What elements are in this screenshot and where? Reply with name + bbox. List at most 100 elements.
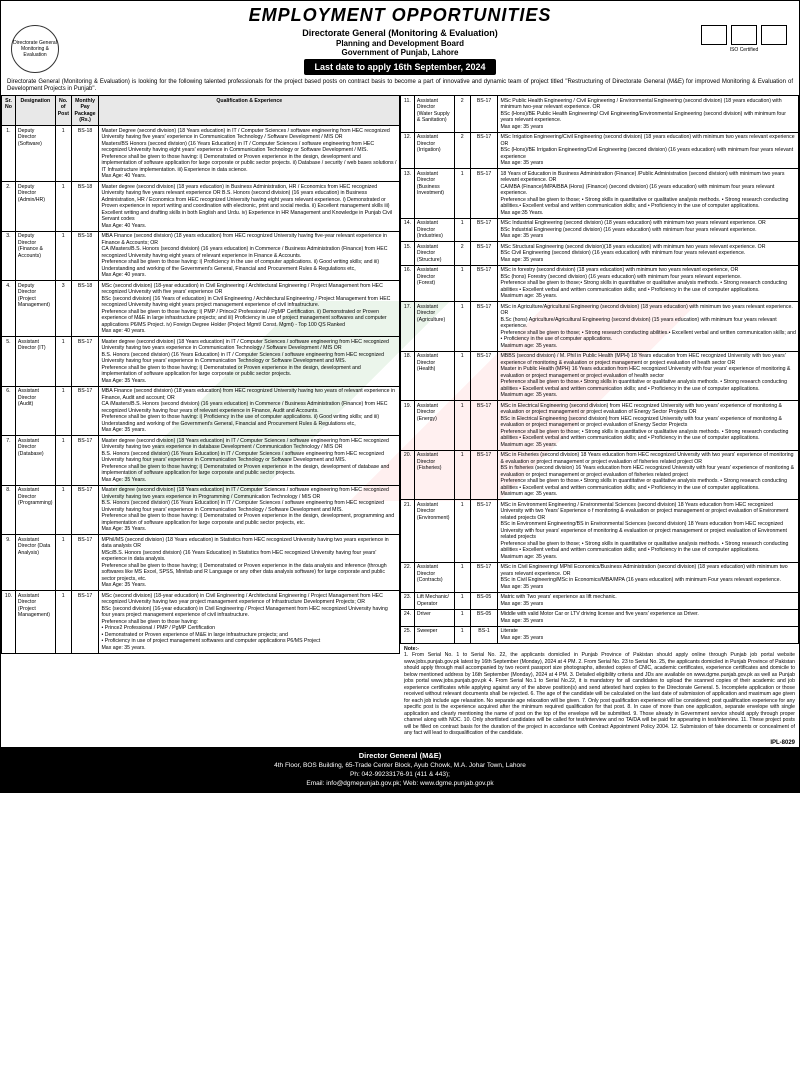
cell-pay: BS-17 bbox=[470, 96, 498, 133]
org-logo: Directorate General Monitoring & Evaluat… bbox=[11, 25, 59, 73]
cell-posts: 3 bbox=[55, 281, 71, 337]
cell-posts: 1 bbox=[454, 500, 470, 563]
cell-qual: MPhil/MS (second division) (18 Years edu… bbox=[99, 535, 400, 591]
table-row: 10.Assistant Director (Project Managemen… bbox=[2, 591, 400, 654]
cell-qual: MBA Finance (second division) (18 years … bbox=[99, 231, 400, 281]
cell-sr: 7. bbox=[2, 436, 16, 486]
cell-posts: 1 bbox=[454, 302, 470, 352]
cell-sr: 3. bbox=[2, 231, 16, 281]
cell-desig: Assistant Director (Forest) bbox=[414, 265, 454, 302]
table-row: 9.Assistant Director (Data Analysis)1BS-… bbox=[2, 535, 400, 591]
cell-pay: BS-17 bbox=[71, 535, 99, 591]
footer-block: Director General (M&E) 4th Floor, BOS Bu… bbox=[1, 747, 799, 793]
cell-posts: 1 bbox=[454, 401, 470, 451]
cell-qual: MSc in Fisheries (second division) 18 Ye… bbox=[498, 450, 799, 500]
cell-pay: BS-17 bbox=[470, 401, 498, 451]
table-row: 15.Assistant Director (Structure)2BS-17M… bbox=[401, 242, 799, 266]
th-pay: Monthly Pay Package (Rs.) bbox=[71, 96, 99, 126]
cell-sr: 5. bbox=[2, 337, 16, 387]
table-row: 24.Driver1BS-05Middle with valid Motor C… bbox=[401, 609, 799, 626]
cell-posts: 2 bbox=[454, 242, 470, 266]
cell-sr: 11. bbox=[401, 96, 415, 133]
cell-sr: 13. bbox=[401, 169, 415, 219]
cell-qual: Master degree (second division) (18 Year… bbox=[99, 337, 400, 387]
cell-pay: BS-17 bbox=[470, 302, 498, 352]
logo-text: Directorate General Monitoring & Evaluat… bbox=[12, 40, 58, 58]
cell-sr: 10. bbox=[2, 591, 16, 654]
cell-pay: BS-18 bbox=[71, 231, 99, 281]
cell-posts: 1 bbox=[454, 562, 470, 592]
table-row: 20.Assistant Director (Fisheries)1BS-17M… bbox=[401, 450, 799, 500]
cell-qual: Matric with Two years' experience as lif… bbox=[498, 592, 799, 609]
cell-qual: MSc in Civil Engineering/ MPhil Economic… bbox=[498, 562, 799, 592]
cell-desig: Assistant Director (Project Management) bbox=[15, 591, 55, 654]
cell-posts: 1 bbox=[454, 592, 470, 609]
cell-posts: 1 bbox=[454, 450, 470, 500]
cell-sr: 22. bbox=[401, 562, 415, 592]
table-row: 13.Assistant Director (Business Investme… bbox=[401, 169, 799, 219]
cell-desig: Lift Mechanic/ Operator bbox=[414, 592, 454, 609]
cell-pay: BS-1 bbox=[470, 626, 498, 643]
cell-qual: MSc in Environment Engineering / Environ… bbox=[498, 500, 799, 563]
th-sr: Sr. No bbox=[2, 96, 16, 126]
cell-posts: 1 bbox=[55, 126, 71, 182]
cell-qual: Master degree (second division) (18 Year… bbox=[99, 436, 400, 486]
cell-qual: MSc (second division) (18-year education… bbox=[99, 591, 400, 654]
cell-posts: 1 bbox=[55, 591, 71, 654]
org-line2: Planning and Development Board bbox=[7, 39, 793, 48]
cell-desig: Assistant Director (Audit) bbox=[15, 386, 55, 436]
table-row: 14.Assistant Director (Industries)1BS-17… bbox=[401, 218, 799, 242]
cell-sr: 1. bbox=[2, 126, 16, 182]
cell-pay: BS-18 bbox=[71, 182, 99, 232]
table-row: 23.Lift Mechanic/ Operator1BS-05Matric w… bbox=[401, 592, 799, 609]
cell-pay: BS-17 bbox=[470, 242, 498, 266]
table-row: 12.Assistant Director (Irrigation)2BS-17… bbox=[401, 132, 799, 169]
cell-sr: 23. bbox=[401, 592, 415, 609]
cell-desig: Assistant Director (Business Investment) bbox=[414, 169, 454, 219]
cell-pay: BS-18 bbox=[71, 281, 99, 337]
th-qual: Qualification & Experience bbox=[99, 96, 400, 126]
cell-pay: BS-17 bbox=[470, 562, 498, 592]
cell-qual: Literate Max age: 35 years bbox=[498, 626, 799, 643]
cell-posts: 1 bbox=[454, 218, 470, 242]
cell-posts: 1 bbox=[55, 337, 71, 387]
cell-sr: 2. bbox=[2, 182, 16, 232]
cell-desig: Assistant Director (Data Analysis) bbox=[15, 535, 55, 591]
table-row: 6.Assistant Director (Audit)1BS-17MBA Fi… bbox=[2, 386, 400, 436]
cell-sr: 12. bbox=[401, 132, 415, 169]
cell-pay: BS-17 bbox=[470, 132, 498, 169]
cell-desig: Assistant Director (Irrigation) bbox=[414, 132, 454, 169]
table-row: 2.Deputy Director (Admin/HR)1BS-18Master… bbox=[2, 182, 400, 232]
cell-posts: 1 bbox=[55, 182, 71, 232]
cell-qual: MSc in forestry (second division) (18 ye… bbox=[498, 265, 799, 302]
cell-pay: BS-18 bbox=[71, 126, 99, 182]
cell-qual: MSc in Electrical Engineering (second di… bbox=[498, 401, 799, 451]
table-row: 5.Assistant Director (IT)1BS-17Master de… bbox=[2, 337, 400, 387]
cell-sr: 17. bbox=[401, 302, 415, 352]
cell-sr: 8. bbox=[2, 485, 16, 535]
cell-sr: 21. bbox=[401, 500, 415, 563]
th-desig: Designation bbox=[15, 96, 55, 126]
footer-address: 4th Floor, BOS Building, 65-Trade Center… bbox=[274, 762, 526, 769]
cell-qual: 18 Years of Education in Business Admini… bbox=[498, 169, 799, 219]
footer-title: Director General (M&E) bbox=[359, 751, 442, 760]
cell-sr: 4. bbox=[2, 281, 16, 337]
cell-pay: BS-17 bbox=[470, 265, 498, 302]
cell-sr: 9. bbox=[2, 535, 16, 591]
cell-posts: 1 bbox=[454, 626, 470, 643]
cell-posts: 1 bbox=[55, 386, 71, 436]
cell-sr: 16. bbox=[401, 265, 415, 302]
jobs-table-right: 11.Assistant Director (Water Supply & Sa… bbox=[400, 95, 799, 644]
table-row: 8.Assistant Director (Programming)1BS-17… bbox=[2, 485, 400, 535]
cell-qual: MBBS (second division) / M. Phil in Publ… bbox=[498, 351, 799, 401]
cell-posts: 1 bbox=[454, 351, 470, 401]
cell-posts: 1 bbox=[55, 231, 71, 281]
cell-desig: Assistant Director (IT) bbox=[15, 337, 55, 387]
cell-qual: Middle with valid Motor Car or LTV drivi… bbox=[498, 609, 799, 626]
cell-qual: MBA Finance (second division) (18 years … bbox=[99, 386, 400, 436]
table-row: 4.Deputy Director (Project Management)3B… bbox=[2, 281, 400, 337]
cell-desig: Deputy Director (Software) bbox=[15, 126, 55, 182]
ipl-code: IPL-8029 bbox=[400, 739, 799, 747]
cell-posts: 1 bbox=[55, 535, 71, 591]
cell-qual: MSc Industrial Engineering (second divis… bbox=[498, 218, 799, 242]
